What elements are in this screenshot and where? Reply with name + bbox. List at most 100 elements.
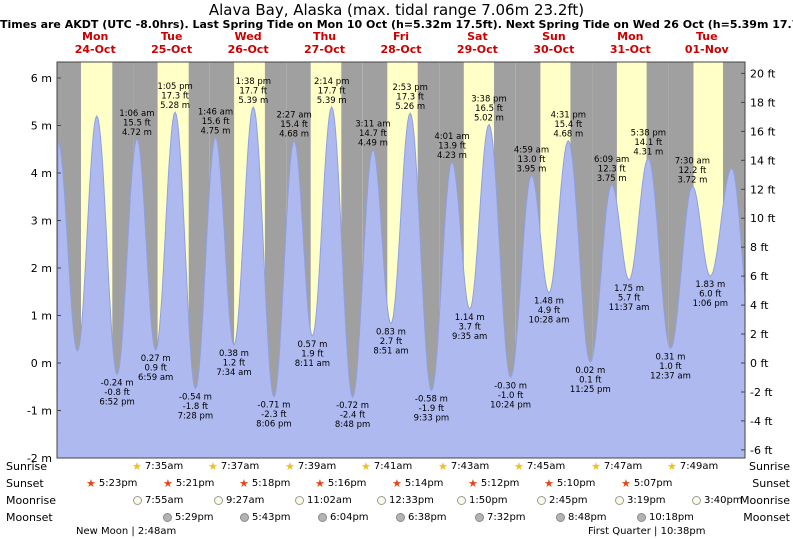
sunset-time: 5:18pm (251, 478, 291, 489)
sunset-star-icon: ★ (86, 476, 96, 490)
moonset-icon (475, 513, 484, 522)
sunset-entry: ★ 5:07pm (621, 477, 672, 490)
sunset-entry: ★ 5:14pm (392, 477, 443, 490)
plot-border (56, 61, 746, 459)
moonset-icon (240, 513, 249, 522)
moonset-icon (318, 513, 327, 522)
tide-annotation-high: 4:01 am 13.9 ft 4.23 m (434, 132, 469, 161)
sunset-star-icon: ★ (621, 476, 631, 490)
sunrise-row-label: Sunrise (748, 460, 790, 473)
sunrise-entry: ★ 7:45am (514, 460, 565, 473)
sunrise-time: 7:43am (450, 461, 490, 472)
sunset-entry: ★ 5:12pm (468, 477, 519, 490)
tide-annotation-low: 1.83 m 6.0 ft 1:06 pm (693, 280, 728, 309)
tide-annotation-high: 1:06 am 15.5 ft 4.72 m (119, 109, 154, 138)
y-axis-label-left: 5 m (31, 120, 52, 133)
y-axis-label-right: 6 ft (750, 270, 769, 283)
tide-annotation-high: 6:09 am 12.3 ft 3.75 m (594, 155, 629, 184)
moonrise-icon (295, 496, 304, 505)
tide-annotation-high: 2:14 pm 17.7 ft 5.39 m (314, 77, 349, 106)
moonrise-time: 11:02am (307, 495, 352, 506)
moonset-entry: 7:32pm (475, 511, 526, 524)
sunrise-entry: ★ 7:39am (285, 460, 336, 473)
tide-annotation-high: 3:38 pm 16.5 ft 5.02 m (471, 95, 506, 124)
sunset-time: 5:12pm (480, 478, 520, 489)
tide-annotation-low: 0.38 m 1.2 ft 7:34 am (216, 349, 251, 378)
tide-annotation-high: 4:59 am 13.0 ft 3.95 m (514, 145, 549, 174)
moonset-time: 7:32pm (487, 512, 526, 523)
moonrise-entry: 1:50pm (457, 494, 508, 507)
day-header: Tue 01-Nov (684, 30, 729, 56)
sunrise-star-icon: ★ (667, 459, 677, 473)
sunset-time: 5:23pm (98, 478, 138, 489)
moonset-row-label: Moonset (743, 511, 790, 524)
day-header: Fri 28-Oct (380, 30, 422, 56)
day-header: Wed 26-Oct (227, 30, 269, 56)
moonrise-entry: 9:27am (214, 494, 264, 507)
tide-annotation-low: -0.72 m -2.4 ft 8:48 pm (335, 401, 370, 430)
sunset-time: 5:10pm (556, 478, 596, 489)
moonrise-row-label: Moonrise (740, 494, 790, 507)
sunrise-star-icon: ★ (591, 459, 601, 473)
sunset-entry: ★ 5:16pm (315, 477, 366, 490)
tide-annotation-low: 1.75 m 5.7 ft 11:37 am (609, 284, 650, 313)
moonset-icon (556, 513, 565, 522)
sunrise-star-icon: ★ (514, 459, 524, 473)
tide-annotation-high: 1:38 pm 17.7 ft 5.39 m (236, 77, 271, 106)
sunrise-time: 7:49am (679, 461, 719, 472)
sunrise-entry: ★ 7:47am (591, 460, 642, 473)
tide-curve (56, 105, 746, 459)
moonset-time: 5:29pm (175, 512, 214, 523)
y-axis-label-left: 4 m (31, 167, 52, 180)
moonset-icon (396, 513, 405, 522)
moon-phase-right: First Quarter | 10:38pm (588, 526, 706, 537)
page-title: Alava Bay, Alaska (max. tidal range 7.06… (208, 1, 585, 19)
sunset-star-icon: ★ (239, 476, 249, 490)
moonset-entry: 8:48pm (556, 511, 607, 524)
moonset-row-label: Moonset (6, 511, 53, 524)
moonrise-row-label: Moonrise (6, 494, 56, 507)
y-axis-label-right: 12 ft (750, 183, 776, 196)
tide-annotation-low: 0.27 m 0.9 ft 6:59 am (138, 354, 173, 383)
y-axis-label-right: -2 ft (750, 386, 773, 399)
moonrise-icon (133, 496, 142, 505)
sunrise-star-icon: ★ (438, 459, 448, 473)
tide-annotation-high: 2:53 pm 17.3 ft 5.26 m (392, 83, 427, 112)
y-axis-label-left: 6 m (31, 72, 52, 85)
sunrise-entry: ★ 7:35am (132, 460, 183, 473)
sunrise-star-icon: ★ (285, 459, 295, 473)
y-axis-label-right: 20 ft (750, 67, 776, 80)
y-axis-label-right: 16 ft (750, 125, 776, 138)
tide-annotation-high: 4:31 pm 15.4 ft 4.68 m (551, 111, 586, 140)
moonrise-icon (214, 496, 223, 505)
sunset-entry: ★ 5:10pm (544, 477, 595, 490)
tide-annotation-high: 1:46 am 15.6 ft 4.75 m (198, 107, 233, 136)
y-axis-label-right: 18 ft (750, 96, 776, 109)
moonset-entry: 6:38pm (396, 511, 447, 524)
sunset-star-icon: ★ (315, 476, 325, 490)
day-header: Mon 31-Oct (609, 30, 651, 56)
tide-annotation-low: 0.31 m 1.0 ft 12:37 am (650, 352, 691, 381)
sunset-star-icon: ★ (163, 476, 173, 490)
moonset-entry: 5:43pm (240, 511, 291, 524)
tide-annotation-low: -0.30 m -1.0 ft 10:24 pm (490, 381, 531, 410)
sunrise-entry: ★ 7:41am (361, 460, 412, 473)
y-axis-label-right: 14 ft (750, 154, 776, 167)
day-header: Sat 29-Oct (456, 30, 498, 56)
sunset-time: 5:21pm (175, 478, 215, 489)
moonrise-entry: 3:40pm (692, 494, 743, 507)
moonset-entry: 5:29pm (163, 511, 214, 524)
moonset-time: 6:04pm (330, 512, 369, 523)
day-header: Thu 27-Oct (304, 30, 346, 56)
tide-annotation-low: -0.54 m -1.8 ft 7:28 pm (178, 393, 213, 422)
y-axis-label-right: 2 ft (750, 328, 769, 341)
moonrise-entry: 3:19pm (615, 494, 666, 507)
moonrise-time: 3:40pm (704, 495, 743, 506)
moonrise-time: 12:33pm (389, 495, 434, 506)
tide-annotation-low: 0.02 m 0.1 ft 11:25 pm (570, 366, 611, 395)
sunrise-star-icon: ★ (361, 459, 371, 473)
moonrise-entry: 2:45pm (537, 494, 588, 507)
y-axis-label-right: -6 ft (750, 444, 773, 457)
